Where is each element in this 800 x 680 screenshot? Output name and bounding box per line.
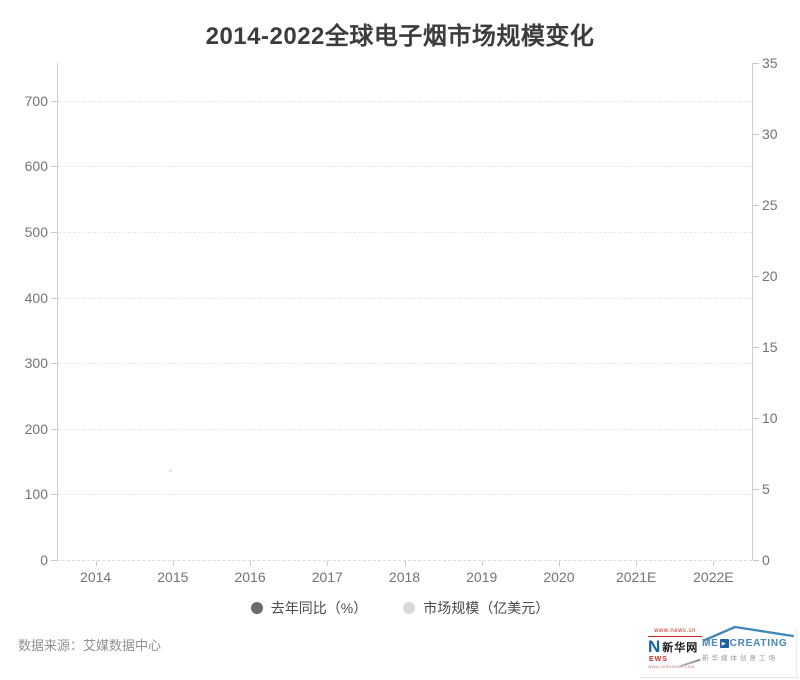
y-axis-right-label: 30 bbox=[762, 126, 778, 142]
y-axis-left-label: 100 bbox=[24, 486, 48, 503]
stray-mark bbox=[169, 469, 172, 472]
x-axis-label: 2018 bbox=[388, 569, 421, 585]
x-axis-tick bbox=[404, 561, 406, 566]
x-axis-label: 2014 bbox=[80, 569, 112, 585]
y-axis-left-tick bbox=[51, 363, 57, 365]
x-axis-tick bbox=[172, 561, 174, 566]
y-axis-right-label: 0 bbox=[762, 552, 770, 568]
y-axis-right-label: 35 bbox=[762, 55, 778, 71]
medcreating-logo: ME ▶ CREATING 新华媒体创意工场 bbox=[702, 624, 797, 674]
x-axis-tick bbox=[636, 561, 638, 566]
y-axis-right-line bbox=[752, 63, 753, 560]
medcreating-wordmark: ME ▶ CREATING bbox=[702, 638, 797, 649]
x-axis-tick bbox=[327, 561, 329, 566]
data-source: 数据来源：艾媒数据中心 bbox=[18, 638, 162, 653]
footer-divider bbox=[640, 677, 798, 678]
x-axis-label: 2021E bbox=[615, 569, 657, 585]
y-axis-right-tick bbox=[753, 489, 759, 490]
gridline bbox=[58, 363, 752, 365]
y-axis-left-label: 600 bbox=[24, 158, 48, 175]
legend-marker-market-size-icon bbox=[403, 602, 416, 614]
x-axis-label: 2015 bbox=[157, 569, 189, 585]
y-axis-left-label: 700 bbox=[24, 92, 48, 109]
xinhua-url-top: www.news.cn bbox=[648, 628, 702, 637]
legend-item-market-size[interactable]: 市场规模（亿美元） bbox=[403, 598, 549, 618]
x-axis-tick bbox=[250, 561, 252, 566]
x-axis-tick bbox=[95, 561, 97, 566]
legend-item-yoy[interactable]: 去年同比（%） bbox=[250, 598, 368, 618]
y-axis-left-tick bbox=[51, 428, 57, 430]
gridline bbox=[58, 100, 752, 102]
gridline bbox=[58, 166, 752, 168]
y-axis-left-label: 400 bbox=[24, 289, 48, 306]
med-brand-prefix: ME bbox=[702, 638, 719, 649]
x-axis-label: 2022E bbox=[693, 569, 734, 585]
y-axis-left-tick bbox=[51, 100, 57, 102]
x-axis-label: 2017 bbox=[311, 569, 343, 585]
xinhua-url-bottom: www.xinhuanet.com bbox=[648, 664, 695, 669]
y-axis-left-label: 300 bbox=[24, 355, 48, 372]
y-axis-right-tick bbox=[753, 276, 759, 277]
legend: 去年同比（%） 市场规模（亿美元） bbox=[0, 597, 800, 619]
xinhua-wordmark: N 新华网 bbox=[648, 638, 702, 656]
y-axis-right-tick bbox=[753, 205, 759, 206]
legend-marker-yoy-icon bbox=[250, 602, 263, 614]
y-axis-right-tick bbox=[753, 134, 759, 135]
legend-label-market-size: 市场规模（亿美元） bbox=[423, 600, 550, 616]
medcreating-subtitle: 新华媒体创意工场 bbox=[702, 655, 778, 662]
y-axis-left-label: 200 bbox=[24, 420, 48, 437]
y-axis-right-label: 10 bbox=[762, 410, 778, 426]
y-axis-right-label: 15 bbox=[762, 339, 778, 355]
y-axis-right-tick bbox=[753, 63, 759, 64]
xinhua-ews: EWS bbox=[649, 656, 668, 663]
x-axis-label: 2020 bbox=[543, 569, 575, 585]
gridline bbox=[58, 297, 752, 299]
legend-label-yoy: 去年同比（%） bbox=[270, 600, 368, 616]
y-axis-left-tick bbox=[51, 166, 57, 168]
x-axis-label: 2016 bbox=[234, 569, 266, 585]
y-axis-right-label: 5 bbox=[762, 481, 770, 497]
footer-divider-vertical bbox=[796, 628, 797, 677]
gridline bbox=[58, 428, 752, 430]
y-axis-right-tick bbox=[753, 347, 759, 348]
y-axis-right-label: 20 bbox=[762, 268, 778, 284]
y-axis-left-tick bbox=[51, 494, 57, 496]
y-axis-left-tick bbox=[51, 232, 57, 233]
xinhua-n-icon: N bbox=[648, 637, 661, 656]
y-axis-left-label: 500 bbox=[24, 224, 48, 240]
chart-title: 2014-2022全球电子烟市场规模变化 bbox=[205, 23, 595, 50]
y-axis-right-label: 25 bbox=[762, 197, 778, 213]
xinhua-name: 新华网 bbox=[662, 642, 699, 654]
y-axis-left-tick bbox=[51, 297, 57, 299]
y-axis-right-tick bbox=[753, 418, 759, 419]
x-axis-tick bbox=[558, 561, 560, 566]
xinhua-logo: www.news.cn N 新华网 EWS www.xinhuanet.com bbox=[648, 628, 702, 673]
gridline bbox=[58, 494, 752, 496]
gridline bbox=[58, 232, 752, 233]
x-axis-tick bbox=[713, 561, 715, 566]
y-axis-left-label: 0 bbox=[40, 552, 48, 568]
x-axis-line bbox=[57, 560, 752, 561]
y-axis-left-tick bbox=[51, 560, 57, 561]
roof-icon bbox=[703, 625, 795, 641]
x-axis-label: 2019 bbox=[466, 569, 498, 585]
y-axis-left-line bbox=[57, 63, 58, 560]
med-brand-suffix: CREATING bbox=[729, 638, 788, 649]
x-axis-tick bbox=[481, 561, 483, 566]
y-axis-right-tick bbox=[753, 560, 759, 561]
play-icon: ▶ bbox=[719, 639, 729, 648]
